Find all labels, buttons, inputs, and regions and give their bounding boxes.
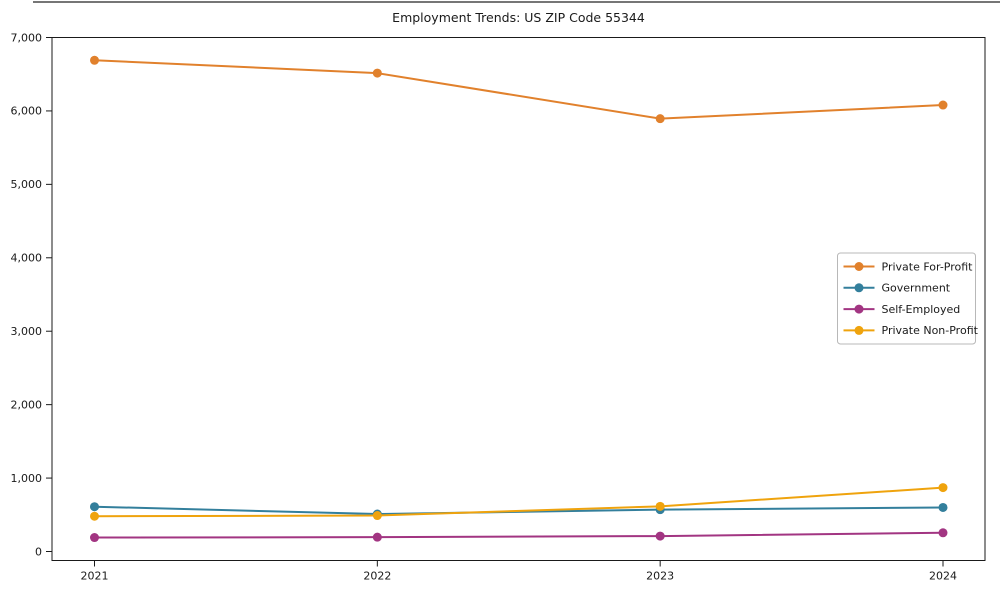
legend-label: Private Non-Profit (882, 324, 979, 337)
legend-box (837, 252, 976, 345)
x-tick-label: 2022 (363, 570, 391, 583)
y-tick-label: 5,000 (11, 178, 43, 191)
x-tick-label: 2024 (929, 570, 957, 583)
x-tick-label: 2021 (81, 570, 109, 583)
legend-sample-marker (854, 304, 864, 314)
legend-label: Government (882, 282, 951, 295)
data-point-marker (90, 502, 99, 512)
y-tick-label: 7,000 (11, 31, 43, 44)
axes-frame (51, 37, 986, 561)
y-tick-label: 3,000 (11, 325, 43, 338)
data-point-marker (938, 502, 948, 512)
chart-title: Employment Trends: US ZIP Code 55344 (392, 10, 645, 25)
series-line-self-employed (93, 531, 944, 539)
legend-sample-marker (854, 262, 864, 271)
data-point-marker (90, 511, 99, 521)
data-point-marker (938, 483, 948, 493)
legend-label: Self-Employed (882, 303, 961, 316)
y-tick-label: 6,000 (11, 105, 43, 118)
x-tick-label: 2023 (646, 570, 674, 583)
y-tick-label: 1,000 (11, 472, 43, 485)
legend-sample-marker (854, 325, 864, 335)
legend-label: Private For-Profit (882, 260, 974, 273)
y-tick-label: 4,000 (11, 252, 43, 265)
series-line-private-for-profit (93, 59, 944, 120)
data-point-marker (938, 100, 948, 110)
series-line-private-non-profit (93, 486, 944, 518)
legend-sample-marker (854, 283, 864, 293)
y-tick-label: 0 (35, 545, 42, 558)
data-point-marker (372, 511, 382, 521)
data-point-marker (372, 68, 382, 78)
data-point-marker (90, 55, 99, 65)
data-point-marker (655, 114, 665, 124)
data-point-marker (938, 528, 948, 538)
data-point-marker (655, 501, 665, 511)
data-point-marker (655, 531, 665, 541)
data-point-marker (372, 532, 382, 542)
data-point-marker (90, 533, 99, 543)
y-tick-label: 2,000 (11, 398, 43, 411)
